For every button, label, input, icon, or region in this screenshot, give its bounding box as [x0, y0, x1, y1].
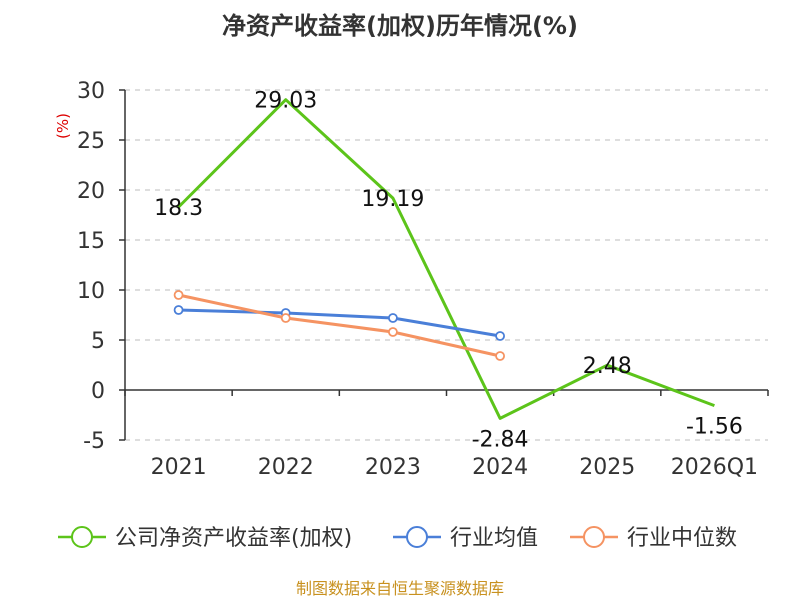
series-point-2	[495, 351, 505, 361]
legend-item-label: 行业中位数	[627, 526, 737, 551]
legend-item-label: 行业均值	[450, 526, 538, 551]
chart-title: 净资产收益率(加权)历年情况(%)	[222, 12, 578, 40]
series-point-2	[280, 313, 291, 323]
series-point-1	[495, 331, 505, 341]
series-line-2	[178, 293, 501, 358]
y-tick-label: 25	[77, 129, 105, 154]
data-label: -2.84	[472, 427, 529, 452]
series-point-2	[173, 290, 184, 300]
data-label: 2.48	[583, 354, 632, 379]
series-line-1	[178, 308, 501, 338]
series-layer	[173, 98, 715, 420]
series-point-2	[388, 327, 398, 337]
legend-swatch-marker	[71, 526, 93, 548]
data-label: 19.19	[361, 187, 424, 212]
series-point-1	[173, 305, 184, 315]
x-tick-label: 2023	[365, 455, 421, 480]
x-tick-label: 2021	[151, 455, 207, 480]
legend-swatch-marker	[406, 526, 428, 548]
legend-swatch-marker	[583, 526, 605, 548]
y-tick-label: 5	[91, 329, 105, 354]
x-tick-label: 2022	[258, 455, 314, 480]
y-tick-label: 10	[77, 279, 105, 304]
data-label-layer: 18.3 29.03 19.19 -2.84 2.48 -1.56	[154, 89, 743, 453]
y-tick-label: 30	[77, 79, 105, 104]
data-label: -1.56	[686, 415, 743, 440]
data-label: 29.03	[254, 89, 317, 114]
y-tick-label: -5	[83, 429, 105, 454]
x-tick-label: 2026Q1	[671, 455, 758, 480]
y-axis-label: (%)	[54, 113, 72, 139]
grid-layer	[125, 89, 768, 441]
y-tick-label: 0	[91, 379, 105, 404]
x-tick-label: 2024	[472, 455, 528, 480]
series-point-1	[388, 313, 398, 323]
source-note: 制图数据来自恒生聚源数据库	[296, 579, 504, 598]
y-tick-label: 20	[77, 179, 105, 204]
legend-item-label: 公司净资产收益率(加权)	[115, 526, 352, 551]
data-label: 18.3	[154, 196, 203, 221]
legend: 公司净资产收益率(加权) 行业均值 行业中位数	[58, 526, 737, 551]
series-line-0	[177, 98, 715, 420]
x-tick-label: 2025	[579, 455, 635, 480]
y-tick-label: 15	[77, 229, 105, 254]
axis-layer: 30 25 20 15 10 5 0 -5 2021 2022 2023 2024 2025 2026Q1	[77, 79, 769, 480]
